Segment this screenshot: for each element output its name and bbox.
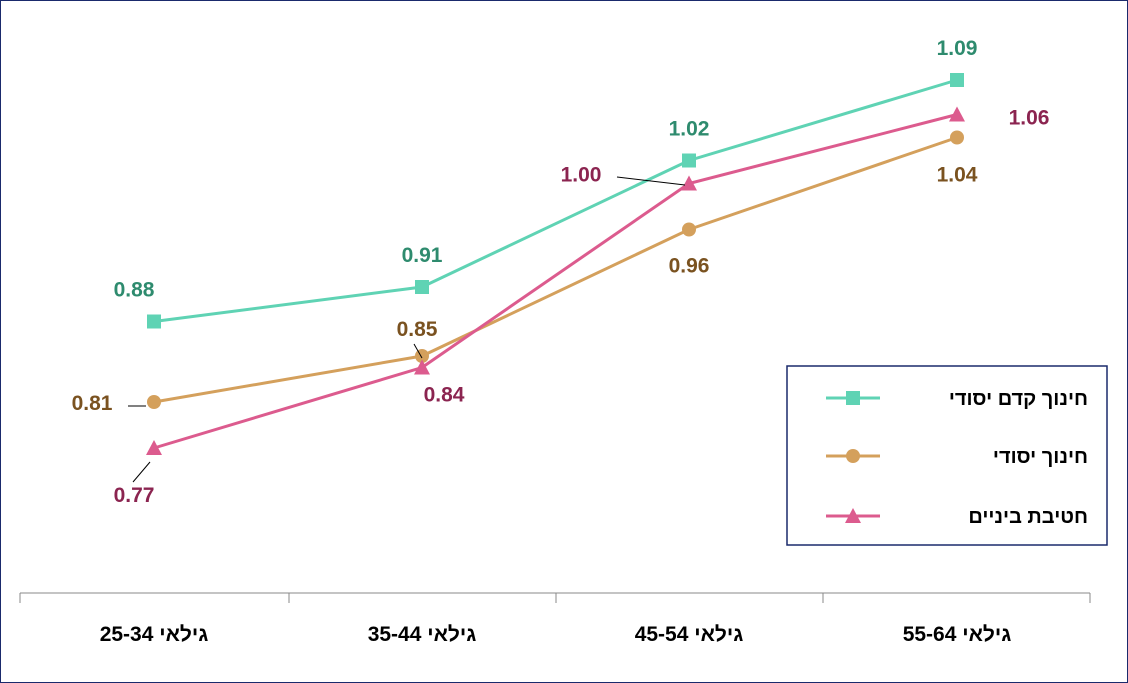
data-point — [147, 314, 161, 329]
data-label: 1.06 — [1009, 107, 1050, 130]
data-point — [147, 395, 161, 409]
series-line — [153, 78, 958, 323]
data-point — [414, 359, 430, 375]
data-label: 0.85 — [397, 318, 438, 341]
data-label: 0.84 — [424, 384, 465, 407]
data-point — [681, 175, 697, 191]
series-line — [153, 136, 958, 404]
leader-line — [616, 176, 686, 186]
legend-marker — [846, 449, 860, 463]
data-label: 0.88 — [114, 279, 155, 302]
legend-label: חינוך קדם יסודי — [949, 388, 1088, 410]
data-point — [682, 222, 696, 237]
x-tick-label: גילאי 35-44 — [368, 623, 477, 646]
x-tick-label: גילאי 55-64 — [903, 623, 1012, 646]
data-point — [146, 440, 162, 455]
data-point — [950, 73, 964, 87]
data-point — [415, 280, 429, 294]
legend-label: חינוך יסודי — [993, 446, 1088, 468]
data-label: 0.96 — [669, 255, 710, 278]
data-point — [682, 153, 696, 168]
data-point — [950, 130, 964, 145]
data-label: 1.09 — [937, 37, 978, 60]
data-label: 0.91 — [402, 244, 443, 267]
leader-line — [413, 343, 423, 359]
x-tick-label: גילאי 45-54 — [635, 623, 744, 646]
leader-line — [132, 461, 151, 483]
legend-marker — [846, 391, 860, 405]
legend-marker — [845, 508, 861, 523]
data-label: 0.77 — [114, 484, 155, 507]
data-label: 1.04 — [937, 164, 978, 187]
x-tick-label: גילאי 25-34 — [100, 623, 209, 646]
data-label: 0.81 — [72, 392, 113, 415]
data-label: 1.00 — [561, 164, 602, 187]
legend-label: חטיבת ביניים — [968, 506, 1088, 528]
series-line — [153, 113, 958, 450]
data-point — [949, 106, 965, 122]
data-label: 1.02 — [669, 118, 710, 141]
